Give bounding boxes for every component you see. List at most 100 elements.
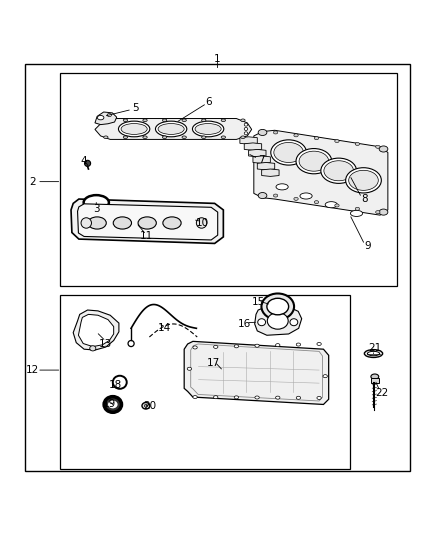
Ellipse shape xyxy=(255,396,259,399)
Ellipse shape xyxy=(85,160,91,166)
Ellipse shape xyxy=(367,351,380,356)
Ellipse shape xyxy=(274,142,304,163)
Ellipse shape xyxy=(123,119,127,122)
Text: 19: 19 xyxy=(102,399,116,409)
Text: 1: 1 xyxy=(213,54,220,64)
Ellipse shape xyxy=(123,136,127,139)
Ellipse shape xyxy=(192,121,224,137)
Ellipse shape xyxy=(350,211,363,216)
Ellipse shape xyxy=(241,136,245,139)
Ellipse shape xyxy=(379,146,388,152)
Ellipse shape xyxy=(162,136,167,139)
Polygon shape xyxy=(253,156,270,163)
Ellipse shape xyxy=(234,345,239,348)
Text: 10: 10 xyxy=(196,219,209,229)
Text: 9: 9 xyxy=(364,241,371,252)
Text: 4: 4 xyxy=(81,156,88,166)
FancyBboxPatch shape xyxy=(60,73,397,286)
Ellipse shape xyxy=(296,149,332,174)
Ellipse shape xyxy=(376,146,380,148)
Text: 13: 13 xyxy=(99,339,113,349)
Polygon shape xyxy=(73,310,119,350)
Ellipse shape xyxy=(294,134,298,137)
Ellipse shape xyxy=(335,204,339,207)
Ellipse shape xyxy=(273,194,278,197)
Ellipse shape xyxy=(193,346,197,349)
Ellipse shape xyxy=(196,218,207,228)
Ellipse shape xyxy=(379,209,388,215)
Polygon shape xyxy=(71,199,223,244)
Ellipse shape xyxy=(244,123,248,126)
Text: 12: 12 xyxy=(26,365,39,375)
Ellipse shape xyxy=(221,119,226,122)
Ellipse shape xyxy=(143,136,147,139)
Ellipse shape xyxy=(182,119,186,122)
Ellipse shape xyxy=(201,136,206,139)
Text: 14: 14 xyxy=(158,324,171,333)
Ellipse shape xyxy=(314,136,319,140)
Ellipse shape xyxy=(271,140,307,165)
Ellipse shape xyxy=(290,319,298,326)
Ellipse shape xyxy=(258,192,267,199)
Text: 2: 2 xyxy=(29,176,36,187)
Text: 11: 11 xyxy=(140,231,153,241)
Text: 20: 20 xyxy=(144,401,157,411)
Ellipse shape xyxy=(244,132,248,135)
Polygon shape xyxy=(257,163,275,170)
Text: 15: 15 xyxy=(251,297,265,307)
Text: 6: 6 xyxy=(205,96,212,107)
Ellipse shape xyxy=(155,121,187,137)
Ellipse shape xyxy=(143,119,147,122)
Text: 21: 21 xyxy=(368,343,381,353)
Text: 3: 3 xyxy=(93,205,99,214)
Ellipse shape xyxy=(201,119,206,122)
Polygon shape xyxy=(244,143,261,150)
Ellipse shape xyxy=(163,217,181,229)
Ellipse shape xyxy=(195,124,221,134)
Ellipse shape xyxy=(349,171,378,190)
Ellipse shape xyxy=(138,217,156,229)
Ellipse shape xyxy=(364,350,383,358)
Polygon shape xyxy=(95,118,252,140)
Ellipse shape xyxy=(299,151,328,171)
Ellipse shape xyxy=(258,319,265,326)
Ellipse shape xyxy=(81,218,92,228)
Ellipse shape xyxy=(296,343,300,346)
Polygon shape xyxy=(78,314,114,346)
Ellipse shape xyxy=(88,217,106,229)
Ellipse shape xyxy=(325,201,337,208)
Text: 17: 17 xyxy=(207,358,220,368)
Ellipse shape xyxy=(193,395,197,399)
Ellipse shape xyxy=(97,116,104,120)
Ellipse shape xyxy=(267,298,289,315)
Ellipse shape xyxy=(162,119,167,122)
Ellipse shape xyxy=(214,345,218,349)
Ellipse shape xyxy=(371,374,379,379)
Ellipse shape xyxy=(376,211,380,214)
Ellipse shape xyxy=(145,405,148,407)
Ellipse shape xyxy=(84,195,109,210)
Ellipse shape xyxy=(261,294,294,320)
Polygon shape xyxy=(95,112,117,125)
Ellipse shape xyxy=(314,200,319,204)
Ellipse shape xyxy=(276,184,288,190)
Ellipse shape xyxy=(104,136,108,139)
Ellipse shape xyxy=(113,376,127,389)
Text: 18: 18 xyxy=(109,380,122,390)
Text: 22: 22 xyxy=(375,387,389,398)
Ellipse shape xyxy=(321,158,357,183)
Ellipse shape xyxy=(255,344,259,347)
Ellipse shape xyxy=(113,217,131,229)
Ellipse shape xyxy=(187,367,191,370)
Ellipse shape xyxy=(276,396,280,399)
Ellipse shape xyxy=(324,161,353,181)
FancyBboxPatch shape xyxy=(25,64,410,471)
Polygon shape xyxy=(78,204,218,240)
Ellipse shape xyxy=(158,124,184,134)
Ellipse shape xyxy=(346,168,381,193)
Ellipse shape xyxy=(118,121,150,137)
Ellipse shape xyxy=(335,140,339,143)
FancyBboxPatch shape xyxy=(371,378,379,383)
Ellipse shape xyxy=(323,375,327,378)
Ellipse shape xyxy=(142,402,150,409)
